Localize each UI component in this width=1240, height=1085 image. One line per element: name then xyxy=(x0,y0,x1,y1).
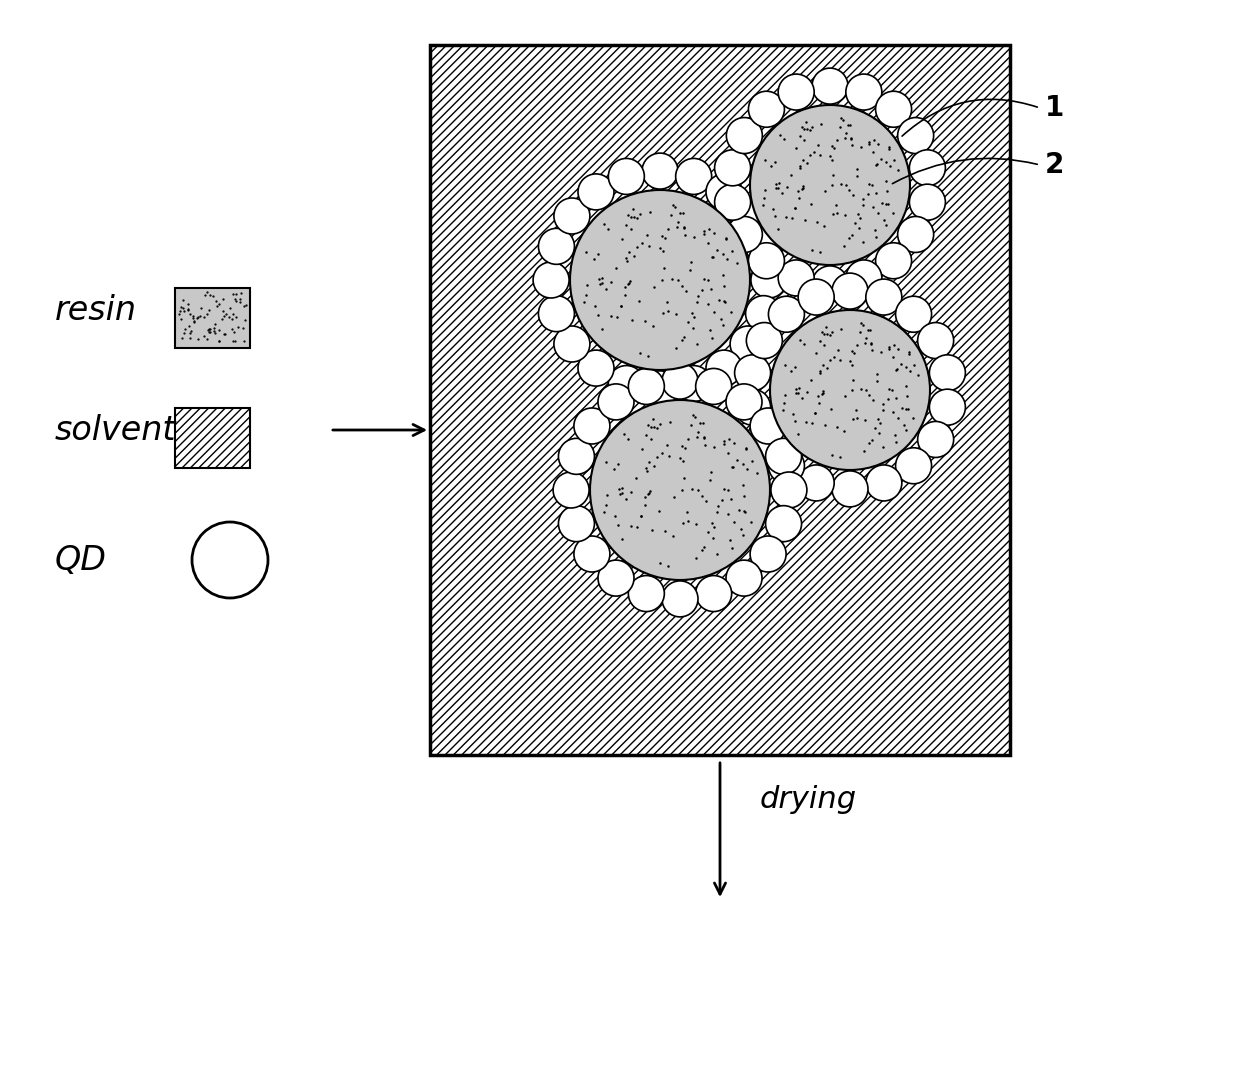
Circle shape xyxy=(574,536,610,572)
Circle shape xyxy=(533,261,569,298)
Circle shape xyxy=(629,575,665,612)
Circle shape xyxy=(192,522,268,598)
Circle shape xyxy=(918,322,954,358)
Circle shape xyxy=(909,150,945,186)
Circle shape xyxy=(765,438,801,474)
Circle shape xyxy=(875,243,911,279)
Circle shape xyxy=(706,174,742,209)
Bar xyxy=(175,288,250,348)
Text: drying: drying xyxy=(760,786,857,815)
Circle shape xyxy=(714,150,750,186)
Circle shape xyxy=(866,465,901,501)
Circle shape xyxy=(898,117,934,154)
Text: resin: resin xyxy=(55,294,136,327)
Circle shape xyxy=(918,421,954,458)
Circle shape xyxy=(770,310,930,470)
Circle shape xyxy=(609,158,645,194)
Circle shape xyxy=(898,216,934,253)
Circle shape xyxy=(554,326,590,362)
Circle shape xyxy=(799,465,835,501)
Circle shape xyxy=(749,91,785,127)
Circle shape xyxy=(558,438,594,474)
Circle shape xyxy=(676,366,712,401)
Circle shape xyxy=(725,384,763,420)
Circle shape xyxy=(930,355,966,391)
Circle shape xyxy=(930,390,966,425)
Circle shape xyxy=(895,296,931,332)
Circle shape xyxy=(696,575,732,612)
Circle shape xyxy=(812,68,848,104)
Circle shape xyxy=(629,369,665,405)
Circle shape xyxy=(812,266,848,302)
Circle shape xyxy=(538,228,574,265)
Circle shape xyxy=(598,560,634,596)
Circle shape xyxy=(779,74,815,110)
Text: solvent: solvent xyxy=(55,413,176,447)
Circle shape xyxy=(771,472,807,508)
Circle shape xyxy=(554,197,590,234)
Circle shape xyxy=(676,158,712,194)
Circle shape xyxy=(598,384,634,420)
Circle shape xyxy=(779,260,815,296)
Circle shape xyxy=(875,91,911,127)
Circle shape xyxy=(578,174,614,209)
Text: 2: 2 xyxy=(1045,151,1064,179)
Circle shape xyxy=(749,243,785,279)
Text: 1: 1 xyxy=(1045,94,1064,122)
Circle shape xyxy=(642,153,678,189)
Circle shape xyxy=(866,279,901,315)
Circle shape xyxy=(727,216,763,253)
Circle shape xyxy=(745,295,781,332)
Circle shape xyxy=(750,105,910,265)
Circle shape xyxy=(751,261,787,298)
Circle shape xyxy=(574,408,610,444)
Circle shape xyxy=(769,448,805,484)
Circle shape xyxy=(750,536,786,572)
Circle shape xyxy=(590,400,770,580)
Circle shape xyxy=(750,408,786,444)
Circle shape xyxy=(745,228,781,265)
Circle shape xyxy=(895,448,931,484)
Circle shape xyxy=(662,363,698,399)
Circle shape xyxy=(706,350,742,386)
Circle shape xyxy=(746,421,782,458)
Circle shape xyxy=(846,260,882,296)
Circle shape xyxy=(609,366,645,401)
Circle shape xyxy=(730,326,766,362)
Circle shape xyxy=(832,273,868,309)
Circle shape xyxy=(746,322,782,358)
Circle shape xyxy=(727,117,763,154)
Circle shape xyxy=(765,506,801,541)
Circle shape xyxy=(832,471,868,507)
Circle shape xyxy=(714,184,750,220)
Text: QD: QD xyxy=(55,544,107,576)
Circle shape xyxy=(734,390,770,425)
Circle shape xyxy=(769,296,805,332)
Circle shape xyxy=(846,74,882,110)
Circle shape xyxy=(538,295,574,332)
Circle shape xyxy=(909,184,945,220)
Circle shape xyxy=(553,472,589,508)
Circle shape xyxy=(570,190,750,370)
Bar xyxy=(175,408,250,468)
Circle shape xyxy=(578,350,614,386)
Bar xyxy=(430,44,1011,755)
Circle shape xyxy=(725,560,763,596)
Circle shape xyxy=(730,197,766,234)
Circle shape xyxy=(558,506,594,541)
Circle shape xyxy=(696,369,732,405)
Circle shape xyxy=(799,279,835,315)
Circle shape xyxy=(642,371,678,407)
Circle shape xyxy=(734,355,770,391)
Circle shape xyxy=(662,580,698,617)
